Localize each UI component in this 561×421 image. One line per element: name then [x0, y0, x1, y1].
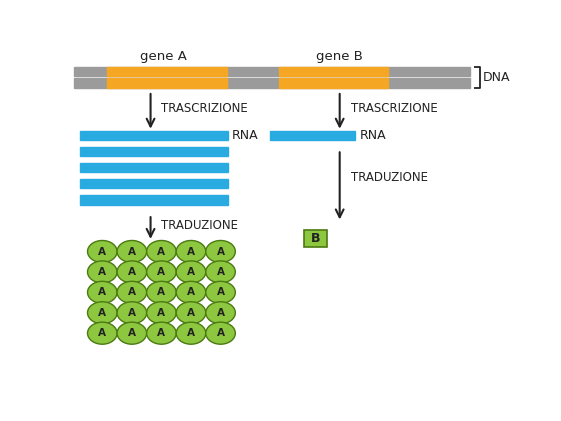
Bar — [80, 131, 228, 140]
Bar — [80, 195, 228, 205]
Text: A: A — [187, 308, 195, 318]
Circle shape — [206, 281, 236, 304]
Text: A: A — [158, 308, 165, 318]
Bar — [80, 179, 228, 188]
Circle shape — [117, 302, 146, 324]
Text: RNA: RNA — [232, 129, 259, 141]
Text: A: A — [98, 267, 106, 277]
Text: TRADUZIONE: TRADUZIONE — [162, 219, 238, 232]
Circle shape — [176, 240, 206, 263]
Text: A: A — [98, 308, 106, 318]
Circle shape — [176, 322, 206, 344]
Text: A: A — [217, 267, 224, 277]
Circle shape — [117, 240, 146, 263]
Circle shape — [146, 281, 176, 304]
Bar — [270, 131, 355, 140]
Bar — [75, 78, 470, 88]
Circle shape — [206, 302, 236, 324]
Text: A: A — [187, 288, 195, 297]
Circle shape — [176, 281, 206, 304]
Text: A: A — [128, 267, 136, 277]
Circle shape — [88, 240, 117, 263]
Text: A: A — [158, 267, 165, 277]
Text: A: A — [217, 308, 224, 318]
Text: B: B — [311, 232, 320, 245]
Text: A: A — [128, 308, 136, 318]
Text: gene A: gene A — [140, 51, 187, 64]
Text: A: A — [217, 328, 224, 338]
Text: A: A — [98, 247, 106, 256]
Circle shape — [88, 322, 117, 344]
Text: A: A — [187, 267, 195, 277]
Circle shape — [146, 302, 176, 324]
Text: A: A — [187, 247, 195, 256]
Circle shape — [88, 302, 117, 324]
Circle shape — [117, 322, 146, 344]
Bar — [279, 67, 388, 77]
Bar — [279, 78, 388, 88]
Circle shape — [206, 261, 236, 283]
Circle shape — [146, 261, 176, 283]
Circle shape — [176, 261, 206, 283]
Circle shape — [206, 322, 236, 344]
Bar — [107, 67, 227, 77]
Text: DNA: DNA — [483, 71, 511, 84]
Circle shape — [206, 240, 236, 263]
Text: A: A — [158, 288, 165, 297]
Circle shape — [88, 281, 117, 304]
Text: A: A — [128, 247, 136, 256]
Circle shape — [176, 302, 206, 324]
Text: A: A — [158, 328, 165, 338]
Circle shape — [146, 240, 176, 263]
Text: A: A — [128, 288, 136, 297]
Text: A: A — [98, 288, 106, 297]
Circle shape — [88, 261, 117, 283]
Circle shape — [146, 322, 176, 344]
Bar — [305, 230, 327, 247]
Text: RNA: RNA — [359, 129, 386, 141]
Bar — [80, 147, 228, 156]
Text: TRASCRIZIONE: TRASCRIZIONE — [162, 101, 248, 115]
Text: A: A — [217, 247, 224, 256]
Text: TRASCRIZIONE: TRASCRIZIONE — [351, 101, 438, 115]
Bar — [80, 163, 228, 172]
Bar — [75, 67, 470, 77]
Bar — [107, 78, 227, 88]
Text: A: A — [187, 328, 195, 338]
Text: A: A — [128, 328, 136, 338]
Text: A: A — [98, 328, 106, 338]
Text: A: A — [217, 288, 224, 297]
Text: TRADUZIONE: TRADUZIONE — [351, 171, 427, 184]
Text: gene B: gene B — [316, 51, 363, 64]
Circle shape — [117, 281, 146, 304]
Circle shape — [117, 261, 146, 283]
Text: A: A — [158, 247, 165, 256]
